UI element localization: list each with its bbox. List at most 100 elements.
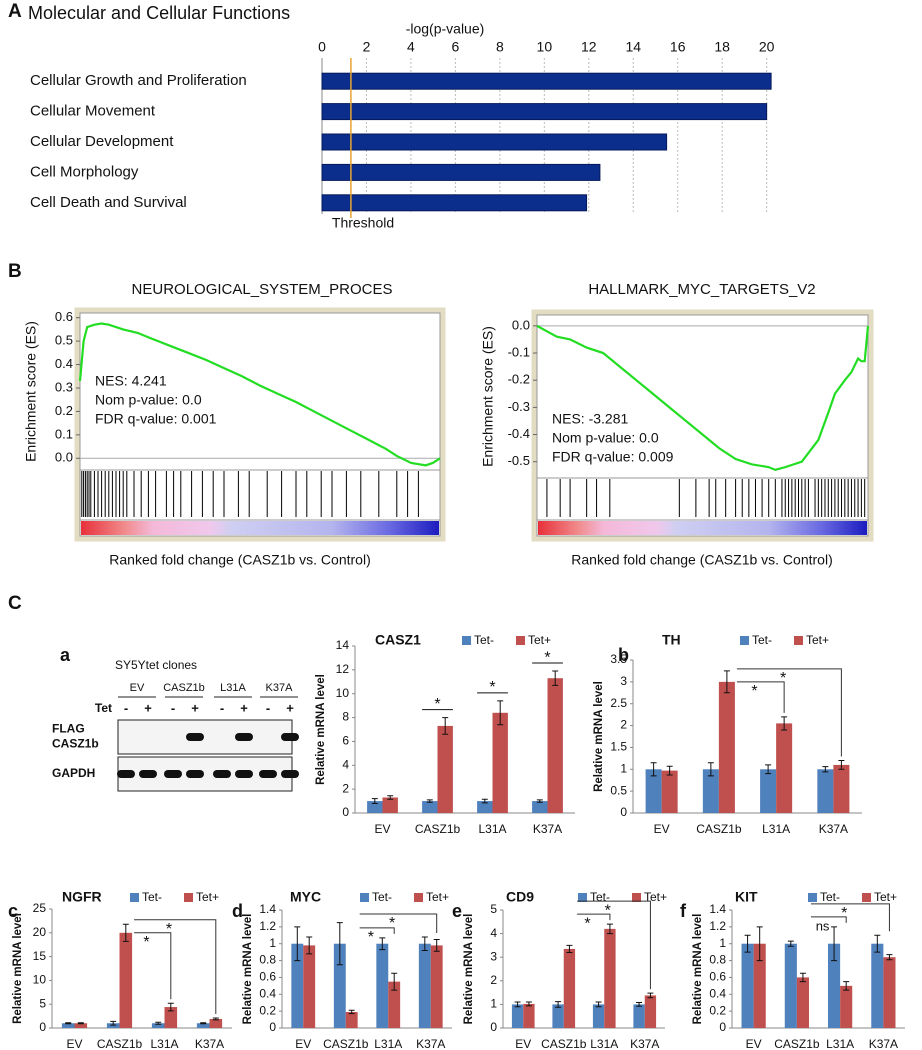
plot-area (79, 312, 441, 537)
significance-label: ns (816, 918, 830, 933)
lane-label: K37A (266, 682, 294, 694)
x-tick-label: CASZ1b (774, 1037, 820, 1050)
y-tick-label: 0.2 (55, 403, 73, 418)
legend-swatch (740, 636, 749, 645)
y-tick-label: 0.2 (259, 1003, 276, 1017)
y-tick-label: 1.5 (610, 740, 627, 754)
bar (741, 943, 754, 1028)
bar (430, 945, 443, 1028)
legend-swatch (794, 636, 803, 645)
threshold-label: Threshold (332, 215, 394, 231)
error-bar (110, 1020, 117, 1026)
x-tick-label: EV (295, 1037, 311, 1050)
bar (552, 1004, 564, 1028)
x-tick-label: K37A (630, 1037, 659, 1050)
panel-label: e (452, 901, 462, 921)
y-tick-label: 2.5 (610, 696, 627, 710)
bar (418, 943, 431, 1028)
bar (321, 72, 772, 90)
x-tick-label: EV (515, 1037, 531, 1050)
error-bar (122, 923, 129, 942)
legend-swatch (184, 893, 193, 902)
bar (345, 1011, 358, 1028)
legend-swatch (808, 893, 817, 902)
x-tick-label: 20 (759, 39, 775, 55)
y-tick-label: 0.4 (259, 986, 276, 1000)
blot-band (235, 770, 253, 778)
bar (592, 1004, 605, 1028)
y-tick-label: -0.2 (508, 372, 530, 387)
bar (784, 943, 797, 1028)
bar (321, 103, 768, 121)
x-tick-label: L31A (762, 822, 790, 836)
y-tick-label: 0.4 (55, 356, 73, 371)
error-bar (781, 716, 788, 731)
error-bar (77, 1022, 84, 1025)
y-tick-label: 8 (342, 710, 349, 724)
blot-row-label: CASZ1b (52, 737, 99, 751)
error-bar (433, 939, 440, 952)
y-axis-label: Relative mRNA level (315, 674, 327, 785)
bar (753, 943, 766, 1028)
legend-label: Tet+ (806, 633, 829, 647)
x-tick-label: 10 (537, 39, 553, 55)
y-tick-label: 0.8 (259, 953, 276, 967)
panel-label: B (8, 261, 22, 282)
lane-label: L31A (220, 682, 246, 694)
x-axis-label: -log(p-value) (406, 21, 485, 37)
y-tick-label: 0 (490, 1020, 497, 1034)
category-label: Cell Morphology (30, 163, 139, 180)
error-bar (636, 1002, 643, 1007)
x-tick-label: K37A (195, 1037, 224, 1050)
error-bar (765, 764, 772, 775)
error-bar (379, 937, 386, 951)
tet-sign: + (191, 700, 199, 715)
x-tick-label: K37A (869, 1037, 898, 1050)
y-tick-label: 0.8 (709, 953, 726, 967)
y-tick-label: 3.5 (610, 652, 627, 666)
x-tick-label: L31A (478, 822, 506, 836)
error-bar (552, 670, 559, 686)
error-bar (212, 1017, 219, 1021)
bar (119, 932, 133, 1028)
x-tick-label: 2 (363, 39, 371, 55)
bar (604, 928, 616, 1028)
x-tick-label: CASZ1b (323, 1037, 369, 1050)
y-tick-label: -0.5 (508, 453, 530, 468)
bar (492, 712, 508, 813)
x-tick-label: L31A (150, 1037, 178, 1050)
panel-label: C (8, 593, 22, 614)
category-label: Cellular Growth and Proliferation (30, 72, 247, 89)
error-bar (647, 992, 654, 999)
bar (422, 801, 438, 813)
bar (321, 194, 588, 212)
plot-area (536, 314, 869, 537)
legend-swatch (462, 636, 471, 645)
bar (833, 764, 850, 813)
bar (661, 770, 678, 813)
significance-label: * (544, 649, 550, 666)
panel-label: A (8, 1, 22, 22)
blot-band (186, 733, 204, 741)
legend-label: Tet+ (874, 890, 897, 904)
y-tick-label: 5 (490, 902, 497, 916)
error-bar (306, 936, 313, 955)
tet-sign: - (220, 700, 224, 715)
error-bar (886, 954, 893, 961)
y-tick-label: 10 (33, 973, 47, 987)
y-axis-label: Relative mRNA level (593, 681, 605, 792)
bar (209, 1018, 223, 1028)
legend-swatch (632, 893, 641, 902)
significance-bracket (359, 913, 438, 933)
chart-title: MYC (290, 889, 321, 905)
significance-label: * (841, 905, 847, 922)
y-tick-label: 25 (33, 901, 47, 915)
y-tick-label: 10 (336, 686, 350, 700)
bar (645, 769, 662, 813)
y-tick-label: 1.2 (259, 919, 276, 933)
significance-label: * (389, 915, 395, 932)
panel-label: d (232, 901, 243, 921)
y-tick-label: 1 (269, 936, 276, 950)
error-bar (525, 1001, 532, 1007)
error-bar (555, 1001, 562, 1008)
